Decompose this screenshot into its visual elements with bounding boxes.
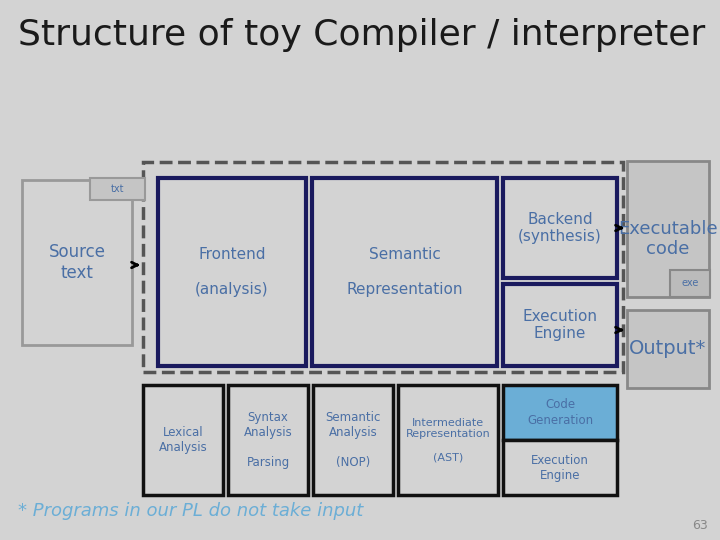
Text: Source
text: Source text [48,243,106,282]
Text: exe: exe [681,279,698,288]
Text: Code
Generation: Code Generation [527,399,593,427]
Bar [228,385,308,495]
Bar [90,178,145,200]
Text: Intermediate
Representation

(AST): Intermediate Representation (AST) [405,417,490,462]
Text: Structure of toy Compiler / interpreter: Structure of toy Compiler / interpreter [18,18,706,52]
Bar [503,385,617,440]
Bar [313,385,393,495]
Text: 63: 63 [692,519,708,532]
Bar [627,161,709,297]
Bar [22,180,132,345]
Bar [312,178,497,366]
Bar [627,310,709,388]
Bar [503,178,617,278]
Bar [670,270,710,297]
Bar [143,162,623,372]
Text: Execution
Engine: Execution Engine [531,454,589,482]
Text: Executable
code: Executable code [618,220,718,259]
Text: Output*: Output* [629,340,707,359]
Text: * Programs in our PL do not take input: * Programs in our PL do not take input [18,502,364,520]
Text: Syntax
Analysis

Parsing: Syntax Analysis Parsing [243,411,292,469]
Bar [143,385,223,495]
Text: Lexical
Analysis: Lexical Analysis [158,426,207,454]
Text: Backend
(synthesis): Backend (synthesis) [518,212,602,244]
Text: Semantic

Representation: Semantic Representation [346,247,463,297]
Text: Semantic
Analysis

(NOP): Semantic Analysis (NOP) [325,411,381,469]
Text: Execution
Engine: Execution Engine [523,309,598,341]
Text: txt: txt [111,184,125,194]
Bar [503,284,617,366]
Text: Frontend

(analysis): Frontend (analysis) [195,247,269,297]
Bar [503,440,617,495]
Bar [158,178,306,366]
Bar [398,385,498,495]
